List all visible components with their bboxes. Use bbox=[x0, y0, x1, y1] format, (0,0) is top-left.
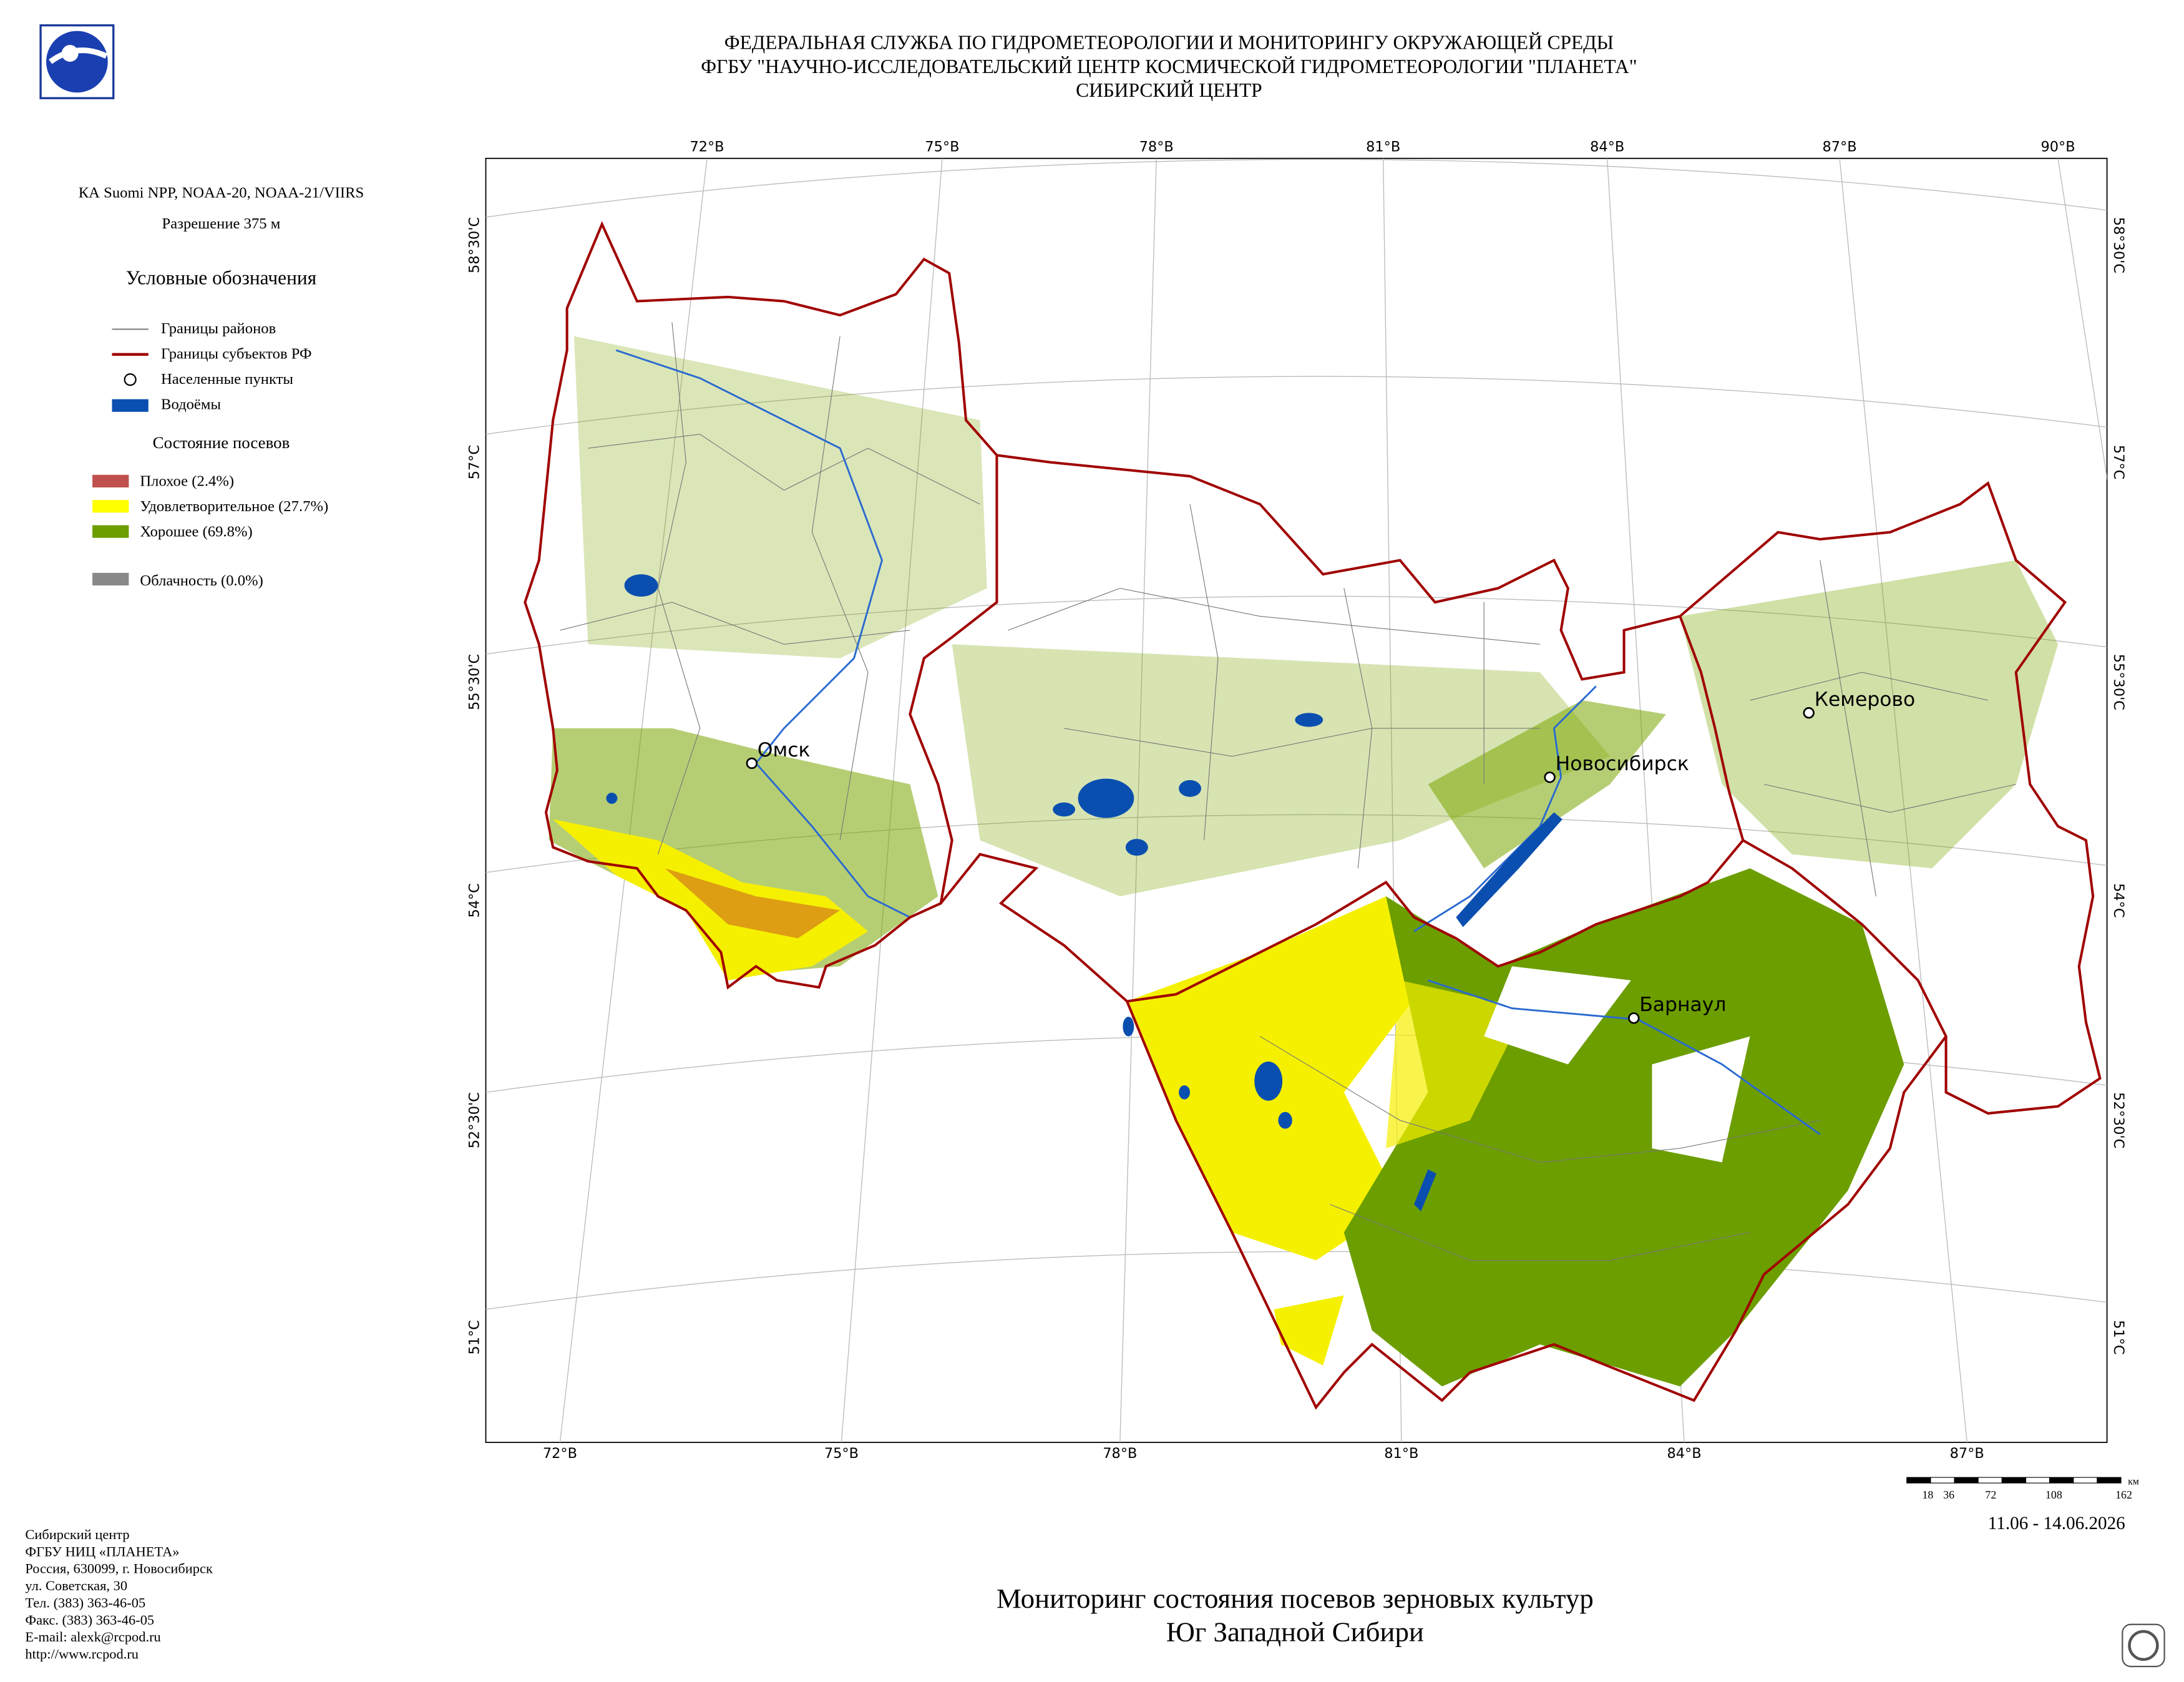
header-line: СИБИРСКИЙ ЦЕНТР bbox=[1076, 79, 1262, 101]
city-label: Барнаул bbox=[1639, 994, 1726, 1016]
city-marker bbox=[1803, 707, 1815, 719]
lon-label: 78°В bbox=[1103, 1445, 1137, 1462]
city-label: Кемерово bbox=[1815, 688, 1916, 711]
scale-segment bbox=[1906, 1477, 1931, 1484]
iso-logo bbox=[2122, 1623, 2165, 1668]
scale-segment bbox=[2073, 1477, 2098, 1484]
legend-label: Водоёмы bbox=[161, 396, 221, 413]
footer-line: E-mail: alexk@rcpod.ru bbox=[25, 1629, 160, 1645]
legend-water-swatch bbox=[112, 399, 149, 412]
footer-line: ФГБУ НИЦ «ПЛАНЕТА» bbox=[25, 1543, 179, 1559]
scale-segment bbox=[2025, 1477, 2050, 1484]
map-body bbox=[485, 158, 2107, 1443]
city-label: Омск bbox=[758, 739, 811, 761]
region-boundaries bbox=[524, 221, 2102, 1410]
lat-label: 55°30'С bbox=[2110, 654, 2127, 710]
legend-panel: КА Suomi NPP, NOAA-20, NOAA-21/VIIRS Разр… bbox=[79, 185, 364, 589]
lon-label: 87°В bbox=[1823, 139, 1857, 155]
date: 11.06 - 14.06.2026 bbox=[1988, 1513, 2125, 1533]
city-marker bbox=[1628, 1012, 1640, 1024]
legend-label: Границы субъектов РФ bbox=[161, 346, 312, 363]
legend-city-marker bbox=[124, 373, 137, 386]
satellite: КА Suomi NPP, NOAA-20, NOAA-21/VIIRS bbox=[79, 185, 364, 202]
scale-label: 108 bbox=[2045, 1489, 2062, 1501]
scale-segment bbox=[2049, 1477, 2074, 1484]
city-marker bbox=[1544, 771, 1556, 783]
city-marker bbox=[746, 757, 758, 770]
logo bbox=[39, 24, 115, 99]
crop-fill bbox=[548, 336, 2059, 1387]
lat-label: 58°30'С bbox=[2110, 217, 2127, 273]
crop-swatch bbox=[92, 474, 129, 487]
water-bodies bbox=[606, 574, 1562, 1211]
title-line: Юг Западной Сибири bbox=[1166, 1616, 1424, 1648]
crop-swatch bbox=[92, 500, 129, 513]
scale-segment bbox=[1954, 1477, 1979, 1484]
scale-segment bbox=[1930, 1477, 1955, 1484]
footer-line: Сибирский центр bbox=[25, 1527, 129, 1542]
scale-unit: км bbox=[2128, 1476, 2139, 1487]
lon-label: 84°В bbox=[1590, 139, 1624, 155]
scale-segment bbox=[1977, 1477, 2002, 1484]
lon-label: 75°В bbox=[925, 139, 959, 155]
lat-label: 55°30'С bbox=[466, 654, 482, 710]
lon-label: 84°В bbox=[1667, 1445, 1701, 1462]
legend-title: Условные обозначения bbox=[126, 267, 316, 289]
resolution: Разрешение 375 м bbox=[162, 215, 281, 232]
header: ФЕДЕРАЛЬНАЯ СЛУЖБА ПО ГИДРОМЕТЕОРОЛОГИИ … bbox=[701, 32, 1637, 101]
lon-label: 81°В bbox=[1384, 1445, 1418, 1462]
lat-label: 51°С bbox=[466, 1320, 482, 1354]
lat-label: 52°30'С bbox=[466, 1092, 482, 1148]
title-line: Мониторинг состояния посевов зерновых ку… bbox=[997, 1583, 1594, 1614]
lat-label: 54°С bbox=[466, 883, 482, 917]
crop-label: Плохое (2.4%) bbox=[140, 473, 234, 490]
lon-label: 78°В bbox=[1139, 139, 1174, 155]
lon-label: 90°В bbox=[2041, 139, 2075, 155]
scale-label: 36 bbox=[1943, 1489, 1954, 1501]
lat-label: 54°С bbox=[2110, 883, 2127, 917]
lon-label: 87°В bbox=[1950, 1445, 1984, 1462]
lon-label: 72°В bbox=[690, 139, 724, 155]
footer-line: http://www.rcpod.ru bbox=[25, 1646, 139, 1662]
footer-line: ул. Советская, 30 bbox=[25, 1578, 127, 1593]
header-line: ФЕДЕРАЛЬНАЯ СЛУЖБА ПО ГИДРОМЕТЕОРОЛОГИИ … bbox=[724, 32, 1614, 54]
lat-label: 51°С bbox=[2110, 1320, 2127, 1354]
scale-label: 72 bbox=[1985, 1489, 1996, 1501]
lon-label: 75°В bbox=[824, 1445, 859, 1462]
graticule-labels: 72°В 75°В 78°В 81°В 84°В 87°В 90°В 72°В 75°В 78°В… bbox=[466, 139, 2127, 1462]
scale-segment bbox=[2097, 1477, 2122, 1484]
crop-label: Хорошее (69.8%) bbox=[140, 524, 252, 540]
footer-line: Тел. (383) 363-46-05 bbox=[25, 1595, 145, 1610]
lon-label: 72°В bbox=[543, 1445, 577, 1462]
crop-label: Удовлетворительное (27.7%) bbox=[140, 498, 328, 515]
crop-swatch bbox=[92, 525, 129, 538]
cloud-label: Облачность (0.0%) bbox=[140, 572, 263, 589]
scale-bar: 18 36 72 108 162 км bbox=[1906, 1476, 2139, 1501]
header-line: ФГБУ "НАУЧНО-ИССЛЕДОВАТЕЛЬСКИЙ ЦЕНТР КОС… bbox=[701, 56, 1637, 77]
district-boundaries bbox=[560, 322, 2016, 1261]
footer-line: Факс. (383) 363-46-05 bbox=[25, 1612, 154, 1628]
scale-label: 18 bbox=[1922, 1489, 1933, 1501]
footer-line: Россия, 630099, г. Новосибирск bbox=[25, 1561, 213, 1577]
lat-label: 57°С bbox=[466, 445, 482, 479]
map-title: Мониторинг состояния посевов зерновых ку… bbox=[997, 1583, 1594, 1648]
cloud-swatch bbox=[92, 572, 129, 586]
legend-label: Населенные пункты bbox=[161, 371, 293, 388]
lat-label: 58°30'С bbox=[466, 217, 482, 273]
crop-title: Состояние посевов bbox=[153, 433, 290, 452]
cities: Омск Новосибирск Кемерово Барнаул bbox=[746, 688, 1916, 1024]
scale-label: 162 bbox=[2115, 1489, 2132, 1501]
legend-label: Границы районов bbox=[161, 320, 276, 337]
city-label: Новосибирск bbox=[1556, 753, 1689, 775]
lat-label: 57°С bbox=[2110, 445, 2127, 479]
lat-label: 52°30'С bbox=[2110, 1092, 2127, 1148]
scale-segment bbox=[2001, 1477, 2027, 1484]
lon-label: 81°В bbox=[1366, 139, 1400, 155]
